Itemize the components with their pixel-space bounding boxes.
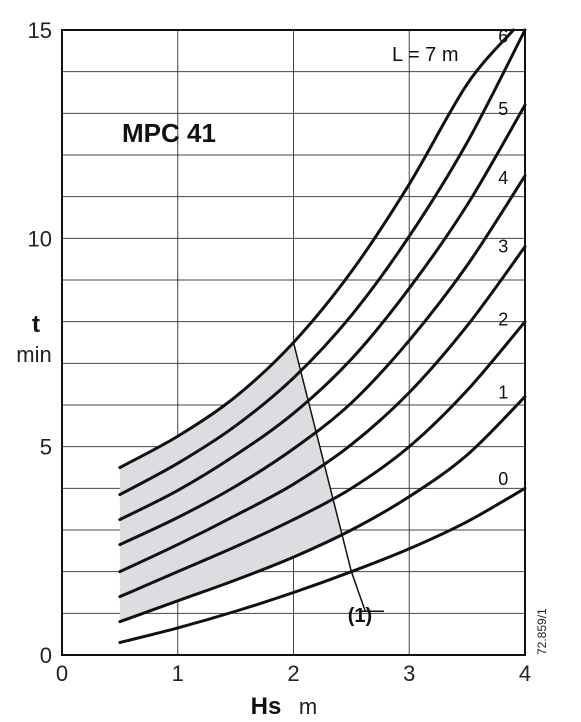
series-labels: 0 1 2 3 4 5 6 bbox=[498, 27, 508, 490]
annotation-pointer bbox=[350, 571, 366, 612]
chart-title: MPC 41 bbox=[122, 118, 216, 148]
x-tick-label: 1 bbox=[172, 661, 184, 686]
series-label-3: 3 bbox=[498, 237, 508, 257]
x-tick-label: 3 bbox=[403, 661, 415, 686]
series-line-3 bbox=[118, 245, 527, 574]
series-line-0 bbox=[118, 486, 527, 644]
y-tick-label: 5 bbox=[40, 435, 52, 460]
x-tick-label: 4 bbox=[519, 661, 531, 686]
shaded-area bbox=[119, 342, 342, 622]
y-tick-label: 10 bbox=[28, 226, 52, 251]
series-label-4: 4 bbox=[498, 168, 508, 188]
series-line-1 bbox=[118, 395, 527, 624]
x-tick-label: 2 bbox=[287, 661, 299, 686]
x-axis-label: Hs bbox=[251, 693, 282, 720]
series-line-6 bbox=[118, 28, 527, 497]
annotation-group bbox=[292, 342, 384, 612]
series-label-0: 0 bbox=[498, 469, 508, 489]
series-line-5 bbox=[118, 103, 527, 522]
shaded-region bbox=[119, 342, 342, 622]
y-tick-label: 15 bbox=[28, 18, 52, 43]
x-tick-label: 0 bbox=[56, 661, 68, 686]
series-line-4 bbox=[118, 174, 527, 547]
y-axis-label: t bbox=[32, 311, 40, 338]
y-tick-label: 0 bbox=[40, 643, 52, 668]
reference-code: 72.859/1 bbox=[535, 608, 549, 655]
series-line-7 bbox=[118, 28, 515, 469]
series-label-2: 2 bbox=[498, 309, 508, 329]
y-axis-unit: min bbox=[16, 342, 51, 367]
series-lines bbox=[118, 28, 527, 644]
plot-frame bbox=[61, 29, 526, 656]
parameter-label: L = 7 m bbox=[392, 44, 459, 66]
series-line-2 bbox=[118, 320, 527, 599]
x-axis-unit: m bbox=[299, 694, 317, 719]
series-label-6: 6 bbox=[498, 27, 508, 47]
annotation-label: (1) bbox=[348, 605, 372, 627]
series-label-5: 5 bbox=[498, 99, 508, 119]
annotation-line bbox=[292, 342, 353, 572]
series-label-1: 1 bbox=[498, 382, 508, 402]
